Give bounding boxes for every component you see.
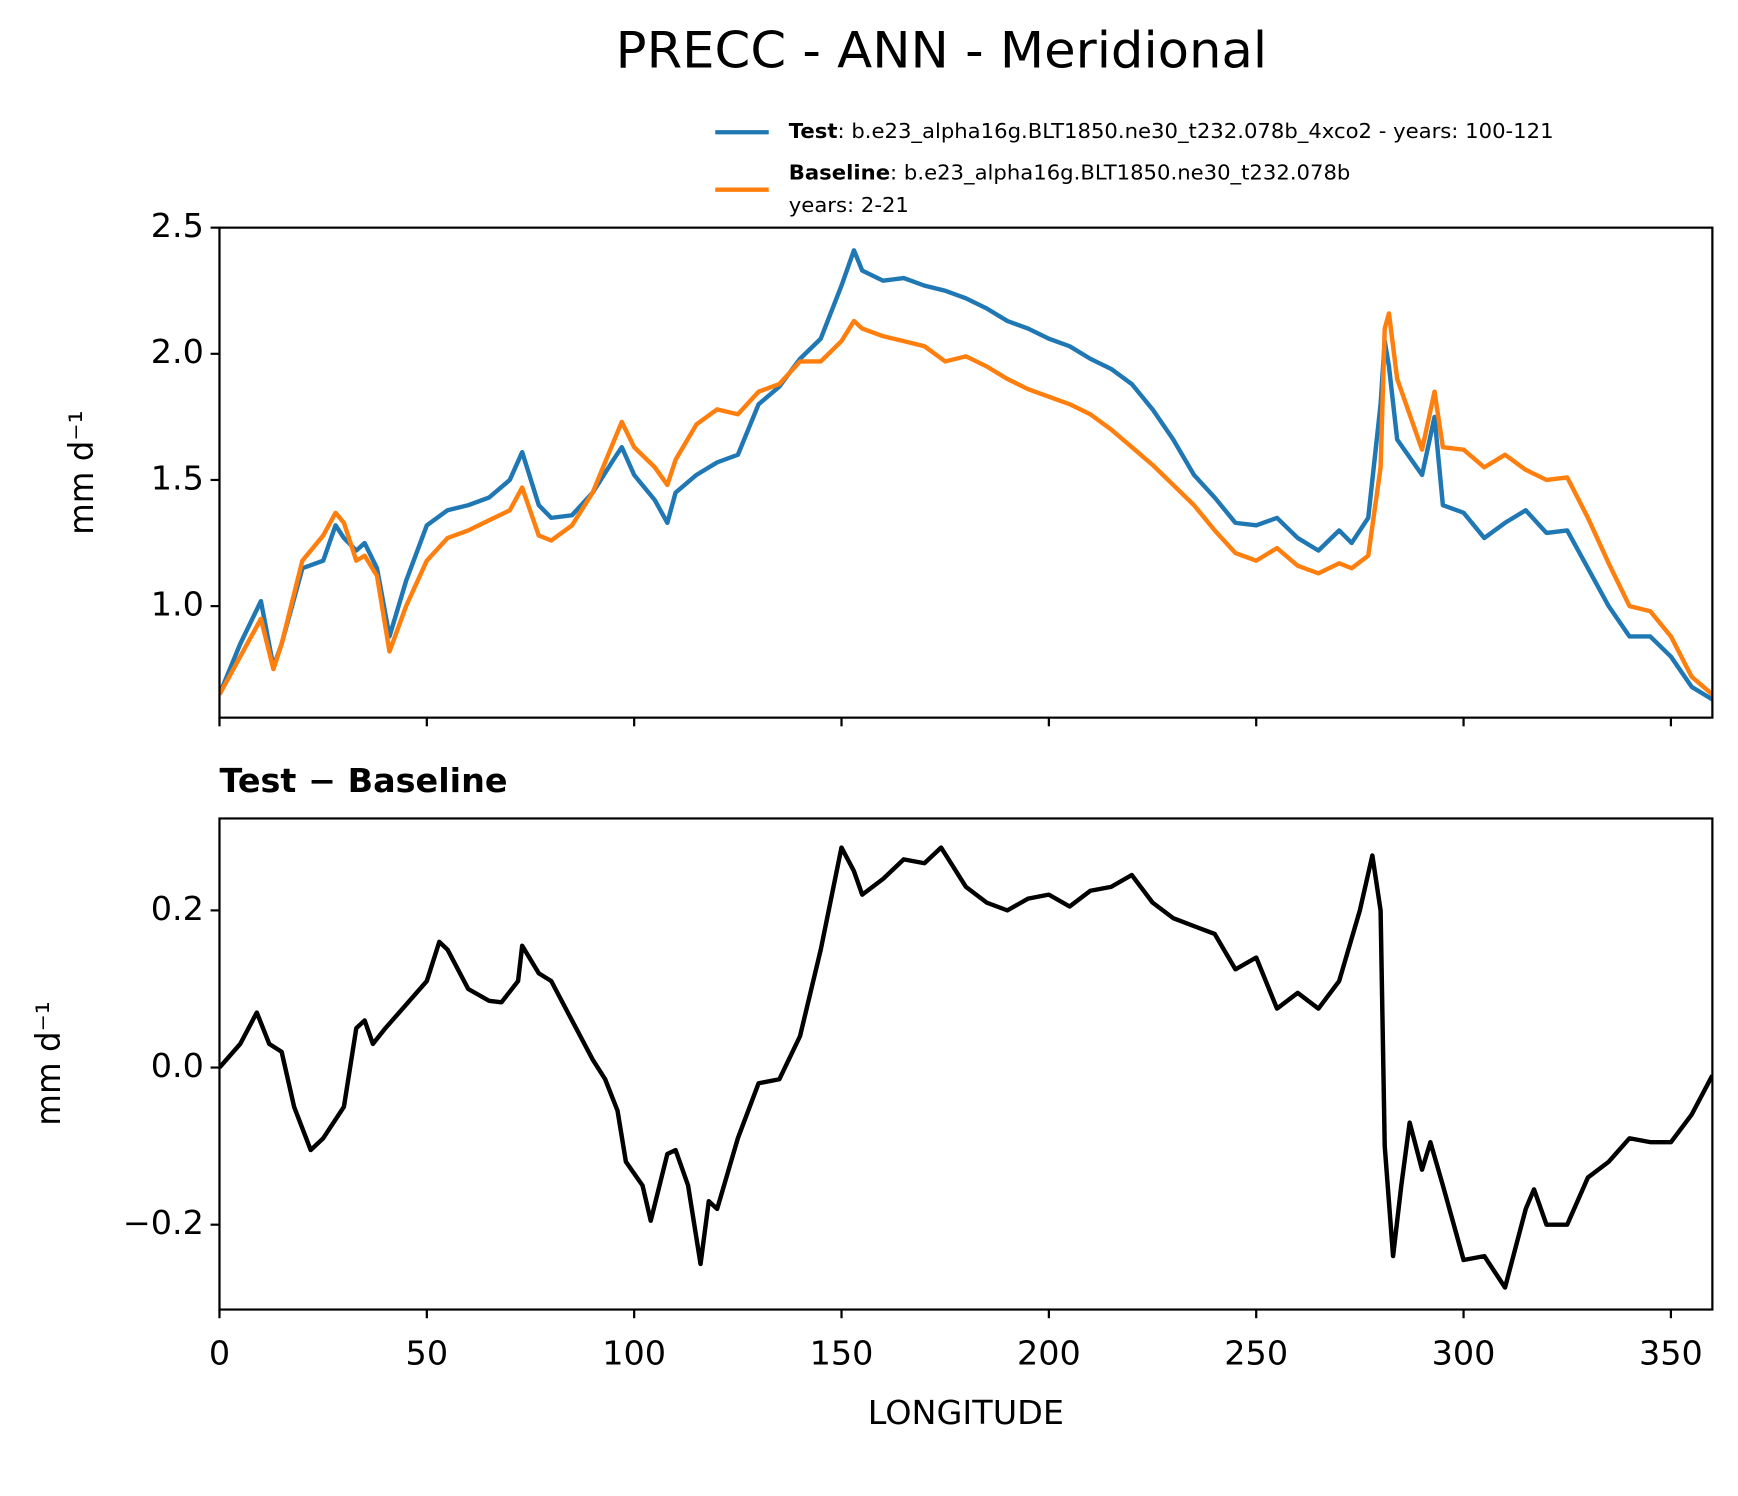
y-tick-label: 1.0 <box>151 585 204 623</box>
x-tick-label: 200 <box>1017 1334 1081 1372</box>
x-tick-label: 100 <box>602 1334 666 1372</box>
legend-text: years: 2-21 <box>789 193 909 217</box>
legend-label: Test: b.e23_alpha16g.BLT1850.ne30_t232.0… <box>789 119 1554 143</box>
y-axis-label: mm d⁻¹ <box>62 410 102 535</box>
x-tick-label: 300 <box>1432 1334 1496 1372</box>
y-tick-label: −0.2 <box>123 1203 204 1241</box>
y-tick-label: 2.5 <box>151 206 204 244</box>
legend-label: Baseline: b.e23_alpha16g.BLT1850.ne30_t2… <box>789 161 1351 185</box>
x-tick-label: 150 <box>810 1334 874 1372</box>
axes-frame <box>218 226 1714 719</box>
x-tick-label: 350 <box>1639 1334 1703 1372</box>
legend-name: Baseline <box>789 161 890 185</box>
chart-title: PRECC - ANN - Meridional <box>616 21 1267 79</box>
y-tick-label: 2.0 <box>151 333 204 371</box>
legend-name: Test <box>789 119 838 143</box>
y-tick-label: 0.0 <box>151 1046 204 1084</box>
y-tick-label: 0.2 <box>151 889 204 927</box>
axes-frame <box>218 817 1714 1311</box>
x-tick-label: 250 <box>1224 1334 1288 1372</box>
data-line <box>219 311 1713 697</box>
y-axis-label: mm d⁻¹ <box>28 1001 68 1126</box>
x-tick-label: 50 <box>406 1334 449 1372</box>
data-line <box>219 845 1713 1290</box>
x-axis-label: LONGITUDE <box>868 1393 1064 1431</box>
legend-text: : b.e23_alpha16g.BLT1850.ne30_t232.078b_… <box>837 119 1553 143</box>
legend-text: : b.e23_alpha16g.BLT1850.ne30_t232.078b <box>890 161 1350 185</box>
data-line <box>219 248 1713 702</box>
y-tick-label: 1.5 <box>151 459 204 497</box>
subplot-title: Test − Baseline <box>219 761 507 799</box>
x-tick-label: 0 <box>209 1334 230 1372</box>
